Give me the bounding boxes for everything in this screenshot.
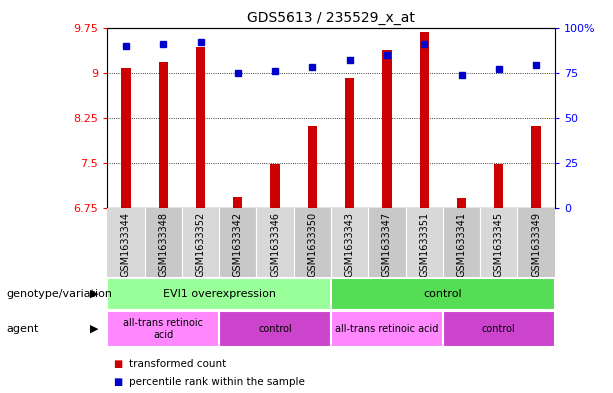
Bar <box>256 208 294 277</box>
Bar <box>145 28 182 208</box>
Bar <box>331 208 368 277</box>
Bar <box>406 28 443 208</box>
Bar <box>443 208 480 277</box>
Bar <box>107 208 145 277</box>
Bar <box>368 208 406 277</box>
Text: transformed count: transformed count <box>129 359 226 369</box>
Bar <box>159 62 168 208</box>
Bar <box>121 68 131 208</box>
Bar <box>233 197 243 208</box>
Text: control: control <box>424 289 462 299</box>
Bar <box>107 278 331 310</box>
Text: percentile rank within the sample: percentile rank within the sample <box>129 377 305 387</box>
Bar <box>196 48 205 208</box>
Bar <box>443 311 555 347</box>
Bar <box>270 164 280 208</box>
Text: ■: ■ <box>113 377 123 387</box>
Text: GSM1633347: GSM1633347 <box>382 212 392 277</box>
Bar <box>331 311 443 347</box>
Bar <box>443 28 480 208</box>
Bar <box>331 28 368 208</box>
Bar <box>256 28 294 208</box>
Bar <box>531 126 541 208</box>
Bar <box>406 208 443 277</box>
Text: agent: agent <box>6 324 39 334</box>
Text: GSM1633352: GSM1633352 <box>196 212 205 277</box>
Bar <box>107 311 219 347</box>
Text: GSM1633349: GSM1633349 <box>531 212 541 277</box>
Bar <box>219 28 256 208</box>
Bar <box>294 28 331 208</box>
Text: GSM1633344: GSM1633344 <box>121 212 131 277</box>
Bar <box>480 28 517 208</box>
Bar <box>182 208 219 277</box>
Text: ▶: ▶ <box>89 289 98 299</box>
Bar <box>383 50 392 208</box>
Text: genotype/variation: genotype/variation <box>6 289 112 299</box>
Bar <box>494 164 503 208</box>
Text: control: control <box>482 324 516 334</box>
Text: ■: ■ <box>113 359 123 369</box>
Bar <box>457 198 466 208</box>
Text: ▶: ▶ <box>89 324 98 334</box>
Text: EVI1 overexpression: EVI1 overexpression <box>162 289 276 299</box>
Bar <box>219 311 331 347</box>
Bar <box>419 32 429 208</box>
Bar <box>107 28 145 208</box>
Bar <box>517 28 555 208</box>
Bar <box>145 208 182 277</box>
Bar <box>480 208 517 277</box>
Bar <box>331 278 555 310</box>
Text: GSM1633345: GSM1633345 <box>494 212 504 277</box>
Bar <box>368 28 406 208</box>
Text: GSM1633351: GSM1633351 <box>419 212 429 277</box>
Bar <box>182 28 219 208</box>
Text: GSM1633346: GSM1633346 <box>270 212 280 277</box>
Text: control: control <box>258 324 292 334</box>
Bar <box>219 208 256 277</box>
Bar <box>308 126 317 208</box>
Text: GSM1633348: GSM1633348 <box>158 212 168 277</box>
Bar <box>345 77 354 208</box>
Title: GDS5613 / 235529_x_at: GDS5613 / 235529_x_at <box>247 11 415 25</box>
Bar <box>517 208 555 277</box>
Text: GSM1633341: GSM1633341 <box>457 212 466 277</box>
Text: GSM1633343: GSM1633343 <box>345 212 355 277</box>
Text: all-trans retinoic
acid: all-trans retinoic acid <box>123 318 204 340</box>
Text: GSM1633342: GSM1633342 <box>233 212 243 277</box>
Text: GSM1633350: GSM1633350 <box>307 212 318 277</box>
Text: all-trans retinoic acid: all-trans retinoic acid <box>335 324 439 334</box>
Bar <box>294 208 331 277</box>
